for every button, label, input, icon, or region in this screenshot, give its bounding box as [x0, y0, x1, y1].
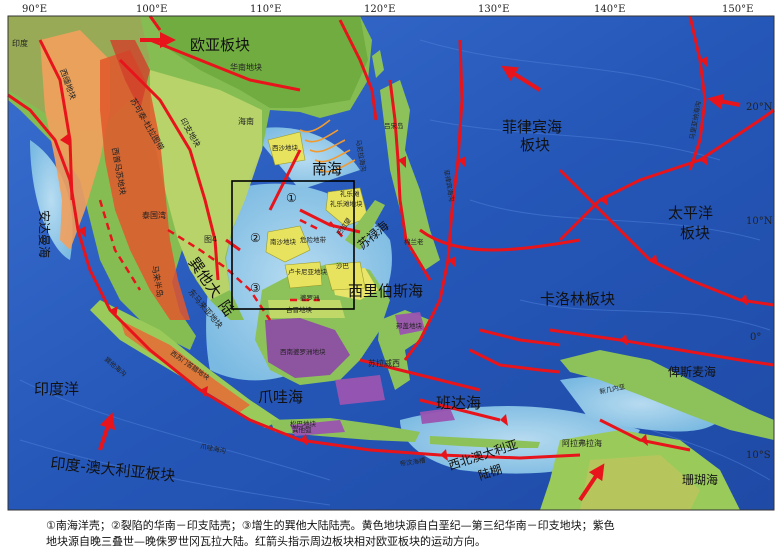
axis-label-150e: 150°E [722, 4, 753, 15]
label-philippine-plate-1: 菲律宾海 [502, 118, 562, 136]
south-china-green [150, 16, 368, 108]
label-zhongsha: 礼乐滩地块 [330, 199, 363, 208]
axis-label-100e: 100°E [136, 4, 167, 15]
palawan-island [345, 200, 385, 250]
label-sabah: 沙巴 [336, 262, 350, 270]
label-arafura-sea: 阿拉弗拉海 [562, 438, 602, 448]
label-eurasian-plate: 欧亚板块 [190, 36, 250, 54]
label-reed-bank: 礼乐滩 [340, 189, 360, 198]
axis-label-10s: 10°S [746, 450, 771, 461]
label-timor-trough: 帝汶海槽 [399, 455, 426, 468]
label-thai-gulf: 泰国湾 [142, 210, 166, 220]
label-indian-ocean: 印度洋 [34, 380, 79, 398]
west-burma-terrane [40, 30, 110, 250]
tectonic-map: 90°E 100°E 110°E 120°E 130°E 140°E 150°E… [7, 4, 775, 511]
axis-label-110e: 110°E [250, 4, 281, 15]
sukhothai-band [110, 40, 150, 110]
label-java-sea: 爪哇海 [258, 388, 303, 406]
subduction-teeth [60, 56, 748, 461]
label-coral-sea: 珊瑚海 [682, 472, 718, 487]
label-sw-borneo: 西南婆罗洲地块 [280, 347, 326, 356]
label-figure4: 图4 [204, 235, 217, 244]
label-nansha: 南沙地块 [270, 237, 297, 246]
label-hainan: 海南 [238, 116, 254, 126]
label-banda-sea: 班达海 [436, 394, 481, 412]
lesser-sunda [430, 436, 540, 448]
label-pacific-plate-1: 太平洋 [668, 204, 713, 222]
scs-yellow-terranes [265, 131, 369, 291]
label-mindanao: 棉兰老 [404, 237, 424, 246]
label-pacific-plate-2: 板块 [680, 224, 710, 242]
axis-label-20n: 20°N [746, 102, 773, 113]
axis-label-140e: 140°E [594, 4, 625, 15]
axis-label-90e: 90°E [22, 4, 47, 15]
marker-1: ① [286, 191, 297, 205]
axis-label-0: 0° [750, 332, 761, 343]
axis-right: 20°N 10°N 0° 10°S [746, 102, 773, 461]
axis-label-130e: 130°E [478, 4, 509, 15]
label-banggai: 邦盖地块 [396, 321, 423, 330]
label-andaman-sea: 安达曼海 [37, 210, 52, 258]
sibumasu-terrane [100, 50, 190, 320]
label-sulawesi: 苏拉威西 [368, 358, 400, 368]
label-sunda-arc: 巽他弧 [292, 425, 312, 434]
label-lucania: 卢卡尼亚地块 [288, 267, 328, 276]
sulawesi-purple [290, 312, 455, 436]
label-bismarck-sea: 俾斯麦海 [668, 364, 716, 379]
label-nw-australia-2: 陆棚 [476, 461, 503, 483]
label-borneo: 婆罗洲 [300, 293, 320, 302]
label-south-china-block: 华南地块 [230, 62, 262, 72]
sw-borneo-terrane [265, 318, 350, 378]
label-celebes-sea: 西里伯斯海 [348, 282, 423, 300]
west-sumatra-terrane [120, 320, 250, 412]
scs-fracture-lines [299, 119, 356, 173]
label-india: 印度 [12, 38, 28, 48]
label-caroline-plate: 卡洛林板块 [540, 290, 615, 308]
plate-motion-arrows [98, 32, 741, 502]
caption-line-2: 地块源自晚三叠世—晚侏罗世冈瓦拉大陆。红箭头指示周边板块相对欧亚板块的运动方向。 [46, 535, 486, 548]
plate-boundaries [7, 15, 775, 460]
figure4-box [231, 180, 355, 310]
label-sumba: 松巴地块 [290, 419, 317, 428]
label-kuching: 古晋地块 [286, 305, 313, 314]
australia-inland [580, 455, 700, 510]
label-dangerous-grounds: 危险地带 [300, 235, 327, 244]
figure-caption: ①南海洋壳；②裂陷的华南－印支陆壳；③增生的巽他大陆陆壳。黄色地块源自白垩纪—第… [46, 518, 766, 550]
label-luzon: 吕宋岛 [384, 121, 404, 130]
label-xisha: 西沙地块 [272, 143, 299, 152]
label-philippine-plate-2: 板块 [520, 136, 550, 154]
map-border [7, 15, 775, 511]
new-guinea-island [560, 350, 774, 440]
axis-label-120e: 120°E [364, 4, 395, 15]
marker-2: ② [250, 231, 261, 245]
dashed-boundaries [98, 199, 346, 321]
label-south-china-sea: 南海 [312, 160, 342, 178]
taiwan-island [372, 50, 384, 78]
axis-label-10n: 10°N [746, 216, 773, 227]
marker-3: ③ [250, 281, 261, 295]
caption-line-1: ①南海洋壳；②裂陷的华南－印支陆壳；③增生的巽他大陆陆壳。黄色地块源自白垩纪—第… [46, 519, 615, 532]
ocean-texture [19, 39, 771, 506]
